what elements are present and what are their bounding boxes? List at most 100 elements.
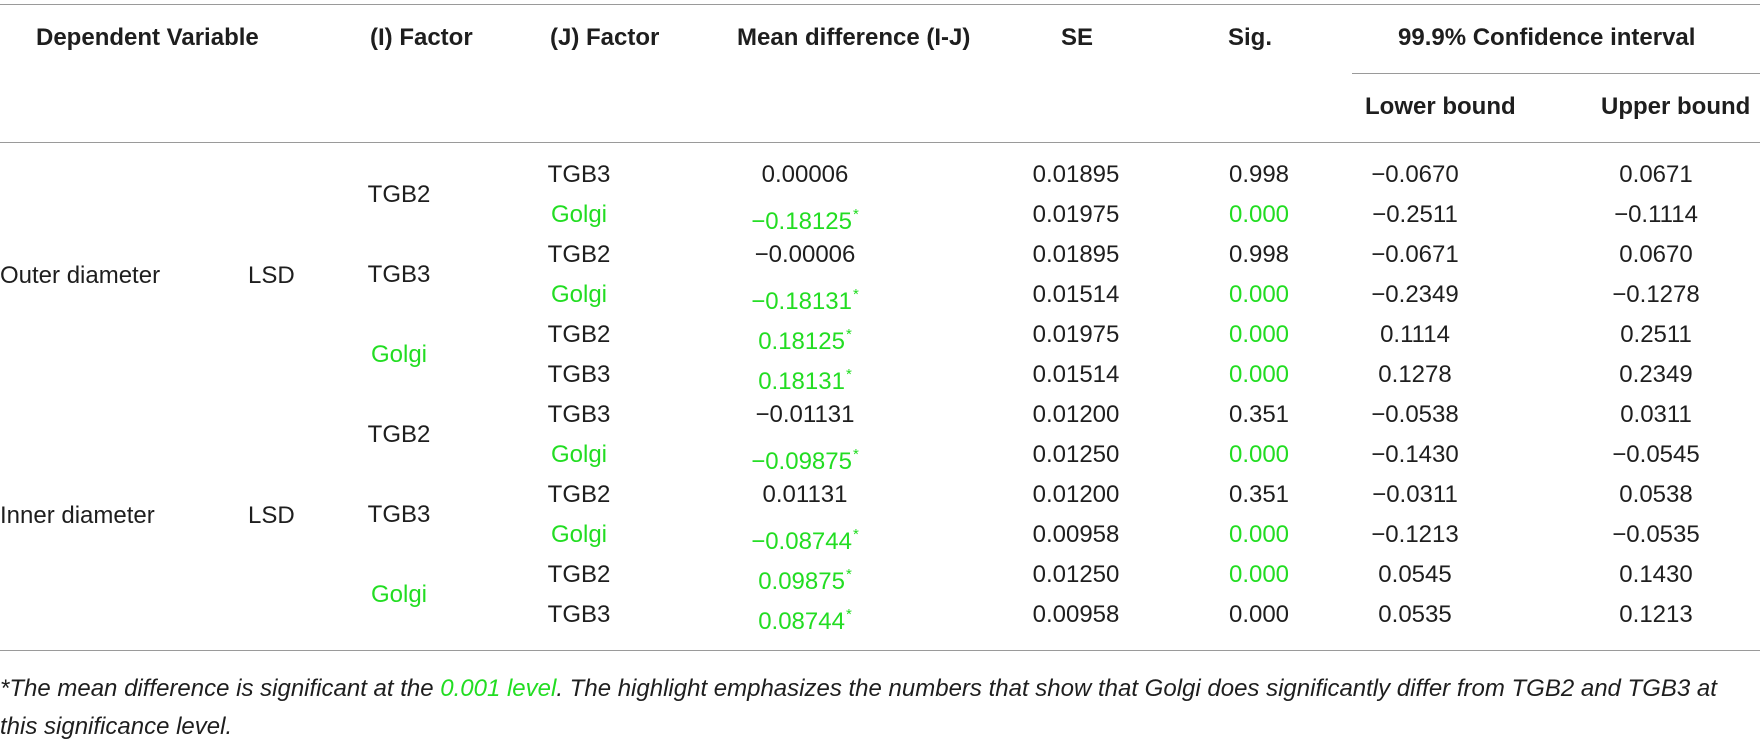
table-top-rule <box>0 4 1760 5</box>
lower-bound-cell: 0.1114 <box>1380 321 1450 348</box>
header-dependent-variable: Dependent Variable <box>36 24 259 51</box>
upper-bound-cell: 0.0671 <box>1619 161 1693 188</box>
header-bottom-rule <box>0 142 1760 143</box>
mean-difference-cell: 0.18125* <box>758 321 852 356</box>
sig-cell: 0.000 <box>1228 201 1290 228</box>
sig-cell: 0.000 <box>1228 521 1290 548</box>
mean-difference-cell: −0.09875* <box>751 441 859 476</box>
lower-bound-cell: 0.0535 <box>1378 601 1452 628</box>
mean-difference-cell: 0.08744* <box>758 601 852 636</box>
header-j-factor: (J) Factor <box>550 24 660 51</box>
significance-star: * <box>852 286 859 303</box>
sig-cell: 0.000 <box>1228 361 1290 388</box>
mean-difference-cell: −0.18125* <box>751 201 859 236</box>
j-factor-cell: TGB3 <box>547 401 611 428</box>
mean-difference-value: −0.18125 <box>751 208 852 235</box>
se-cell: 0.00958 <box>1032 601 1120 628</box>
se-cell: 0.01514 <box>1032 361 1120 388</box>
se-cell: 0.01895 <box>1032 241 1120 268</box>
dependent-variable-outer: Outer diameter <box>0 262 161 289</box>
lower-bound-cell: −0.2511 <box>1372 201 1458 228</box>
i-factor-cell: Golgi <box>370 341 428 368</box>
upper-bound-cell: 0.0670 <box>1619 241 1693 268</box>
i-factor-cell: TGB2 <box>367 181 431 208</box>
footnote: *The mean difference is significant at t… <box>0 670 1760 746</box>
i-factor-cell: TGB3 <box>367 261 431 288</box>
mean-difference-cell: −0.18131* <box>751 281 859 316</box>
mean-difference-value: 0.08744 <box>758 608 845 635</box>
significance-star: * <box>845 326 852 343</box>
upper-bound-cell: −0.0545 <box>1612 441 1700 468</box>
mean-difference-value: 0.00006 <box>761 161 849 188</box>
sig-cell: 0.998 <box>1228 241 1290 268</box>
upper-bound-cell: 0.0538 <box>1619 481 1693 508</box>
sig-cell: 0.000 <box>1228 561 1290 588</box>
j-factor-cell: Golgi <box>550 441 608 468</box>
header-i-factor: (I) Factor <box>370 24 473 51</box>
mean-difference-cell: −0.01131 <box>756 401 855 429</box>
significance-star: * <box>852 206 859 223</box>
upper-bound-cell: 0.2511 <box>1620 321 1692 348</box>
se-cell: 0.01975 <box>1032 201 1120 228</box>
se-cell: 0.01514 <box>1032 281 1120 308</box>
se-cell: 0.01200 <box>1032 481 1120 508</box>
table-bottom-rule <box>0 650 1760 651</box>
header-confidence-interval: 99.9% Confidence interval <box>1398 24 1696 51</box>
mean-difference-value: 0.09875 <box>758 568 845 595</box>
lower-bound-cell: −0.0670 <box>1371 161 1459 188</box>
confidence-interval-rule <box>1352 73 1760 74</box>
upper-bound-cell: −0.1114 <box>1614 201 1698 228</box>
se-cell: 0.00958 <box>1032 521 1120 548</box>
footnote-text-end: . The highlight emphasizes the numbers t… <box>0 675 1717 740</box>
sig-cell: 0.998 <box>1228 161 1290 188</box>
mean-difference-cell: −0.00006 <box>755 241 856 269</box>
lower-bound-cell: −0.2349 <box>1371 281 1459 308</box>
upper-bound-cell: 0.1430 <box>1619 561 1693 588</box>
i-factor-cell: TGB2 <box>367 421 431 448</box>
sig-cell: 0.351 <box>1228 401 1290 428</box>
sig-cell: 0.000 <box>1228 601 1290 628</box>
mean-difference-cell: 0.00006 <box>762 161 849 189</box>
lower-bound-cell: −0.1430 <box>1371 441 1459 468</box>
header-lower-bound: Lower bound <box>1365 93 1516 120</box>
significance-star: * <box>845 566 852 583</box>
significance-star: * <box>845 366 852 383</box>
lower-bound-cell: −0.0671 <box>1371 241 1459 268</box>
j-factor-cell: TGB2 <box>547 561 611 588</box>
significance-star: * <box>845 606 852 623</box>
sig-cell: 0.000 <box>1228 321 1290 348</box>
i-factor-cell: TGB3 <box>367 501 431 528</box>
mean-difference-value: −0.18131 <box>751 288 852 315</box>
mean-difference-cell: 0.18131* <box>758 361 852 396</box>
se-cell: 0.01895 <box>1032 161 1120 188</box>
method-outer: LSD <box>248 262 295 289</box>
upper-bound-cell: 0.2349 <box>1619 361 1693 388</box>
sig-cell: 0.000 <box>1228 441 1290 468</box>
se-cell: 0.01250 <box>1032 441 1120 468</box>
j-factor-cell: TGB3 <box>547 601 611 628</box>
method-inner: LSD <box>248 502 295 529</box>
lower-bound-cell: 0.0545 <box>1378 561 1452 588</box>
dependent-variable-inner: Inner diameter <box>0 502 155 529</box>
footnote-text-start: *The mean difference is significant at t… <box>0 675 441 702</box>
footnote-level-highlight: 0.001 level <box>440 675 557 702</box>
upper-bound-cell: 0.0311 <box>1620 401 1692 428</box>
j-factor-cell: Golgi <box>550 281 608 308</box>
lower-bound-cell: −0.0311 <box>1372 481 1458 508</box>
mean-difference-value: 0.18131 <box>758 368 845 395</box>
mean-difference-value: 0.01131 <box>762 481 848 508</box>
se-cell: 0.01250 <box>1032 561 1120 588</box>
mean-difference-cell: −0.08744* <box>751 521 859 556</box>
lower-bound-cell: 0.1278 <box>1378 361 1452 388</box>
j-factor-cell: TGB3 <box>547 361 611 388</box>
j-factor-cell: TGB2 <box>547 241 611 268</box>
upper-bound-cell: 0.1213 <box>1619 601 1693 628</box>
lower-bound-cell: −0.0538 <box>1371 401 1459 428</box>
j-factor-cell: Golgi <box>550 521 608 548</box>
sig-cell: 0.351 <box>1228 481 1290 508</box>
header-upper-bound: Upper bound <box>1601 93 1751 120</box>
j-factor-cell: TGB2 <box>547 321 611 348</box>
significance-star: * <box>852 446 859 463</box>
mean-difference-value: −0.09875 <box>751 448 852 475</box>
sig-cell: 0.000 <box>1228 281 1290 308</box>
